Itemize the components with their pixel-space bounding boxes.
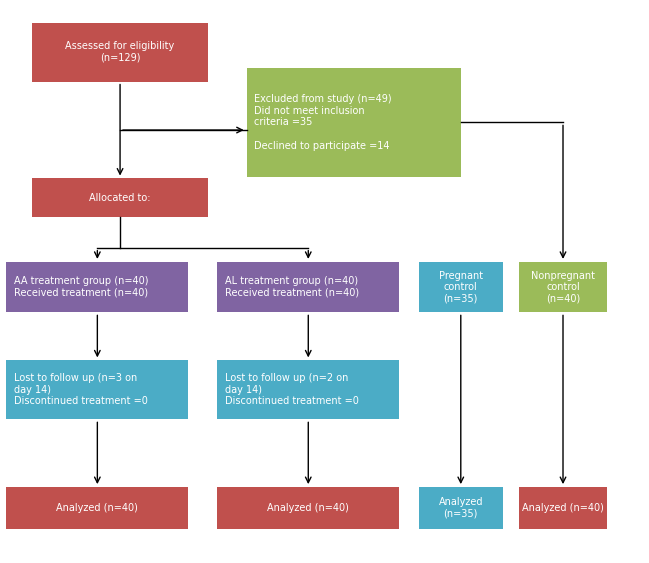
FancyBboxPatch shape <box>217 487 399 529</box>
FancyBboxPatch shape <box>217 262 399 312</box>
Text: Analyzed (n=40): Analyzed (n=40) <box>522 503 604 513</box>
FancyBboxPatch shape <box>32 23 208 82</box>
Text: Lost to follow up (n=2 on
day 14)
Discontinued treatment =0: Lost to follow up (n=2 on day 14) Discon… <box>225 373 359 406</box>
Text: Analyzed (n=40): Analyzed (n=40) <box>56 503 138 513</box>
FancyBboxPatch shape <box>419 262 503 312</box>
Text: Analyzed
(n=35): Analyzed (n=35) <box>439 497 483 519</box>
FancyBboxPatch shape <box>6 360 188 419</box>
FancyBboxPatch shape <box>247 68 461 177</box>
Text: Assessed for eligibility
(n=129): Assessed for eligibility (n=129) <box>66 41 175 63</box>
Text: Allocated to:: Allocated to: <box>90 193 151 203</box>
FancyBboxPatch shape <box>6 262 188 312</box>
FancyBboxPatch shape <box>519 262 607 312</box>
Text: Nonpregnant
control
(n=40): Nonpregnant control (n=40) <box>531 271 595 303</box>
Text: Excluded from study (n=49)
Did not meet inclusion
criteria =35

Declined to part: Excluded from study (n=49) Did not meet … <box>254 94 392 151</box>
Text: AL treatment group (n=40)
Received treatment (n=40): AL treatment group (n=40) Received treat… <box>225 276 360 298</box>
FancyBboxPatch shape <box>32 178 208 217</box>
Text: Pregnant
control
(n=35): Pregnant control (n=35) <box>439 271 483 303</box>
FancyBboxPatch shape <box>419 487 503 529</box>
Text: Analyzed (n=40): Analyzed (n=40) <box>267 503 349 513</box>
Text: AA treatment group (n=40)
Received treatment (n=40): AA treatment group (n=40) Received treat… <box>14 276 149 298</box>
FancyBboxPatch shape <box>519 487 607 529</box>
Text: Lost to follow up (n=3 on
day 14)
Discontinued treatment =0: Lost to follow up (n=3 on day 14) Discon… <box>14 373 148 406</box>
FancyBboxPatch shape <box>6 487 188 529</box>
FancyBboxPatch shape <box>217 360 399 419</box>
